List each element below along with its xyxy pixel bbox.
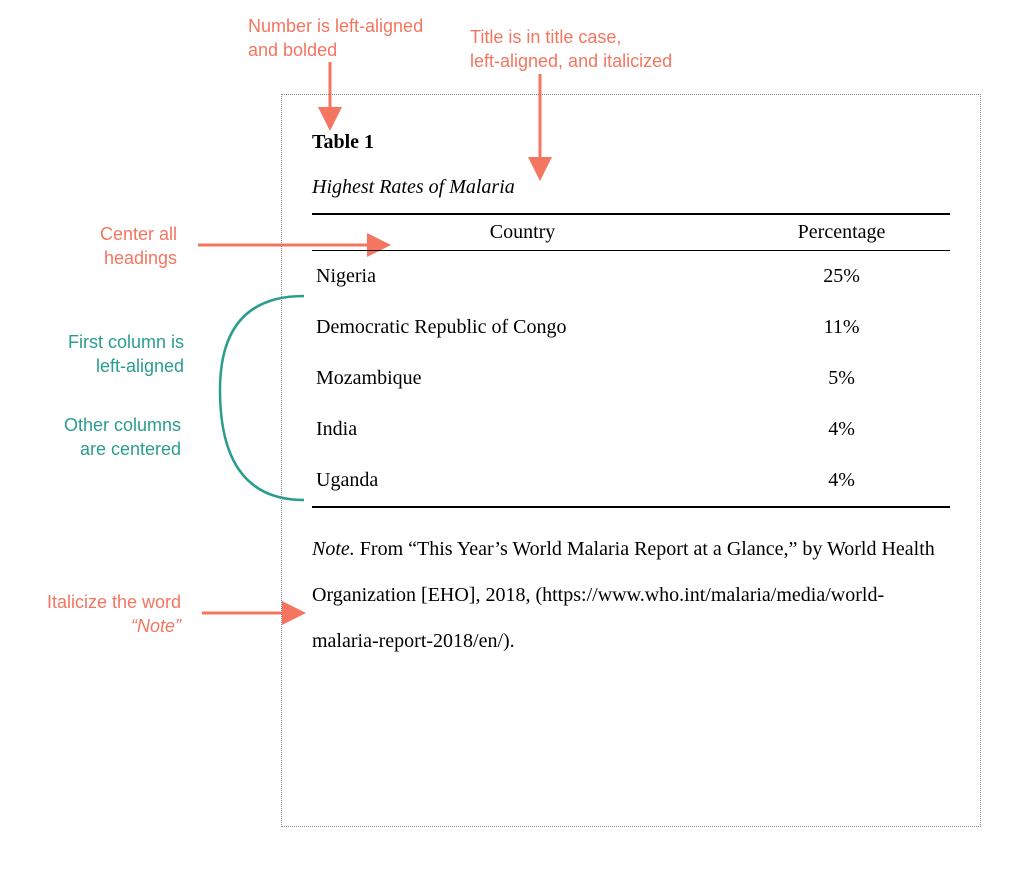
cell-percentage: 4% — [733, 455, 950, 506]
table-row: Nigeria 25% — [312, 251, 950, 302]
cell-percentage: 11% — [733, 302, 950, 353]
table-title: Highest Rates of Malaria — [312, 176, 950, 199]
table-row: Mozambique 5% — [312, 353, 950, 404]
cell-country: Uganda — [312, 455, 733, 506]
cell-percentage: 25% — [733, 251, 950, 302]
note-text: From “This Year’s World Malaria Report a… — [312, 538, 935, 652]
cell-country: Nigeria — [312, 251, 733, 302]
cell-country: Democratic Republic of Congo — [312, 302, 733, 353]
table-note: Note. From “This Year’s World Malaria Re… — [312, 526, 950, 664]
note-word: Note. — [312, 538, 355, 560]
table-row: Democratic Republic of Congo 11% — [312, 302, 950, 353]
cell-percentage: 4% — [733, 404, 950, 455]
data-table-body: Nigeria 25% Democratic Republic of Congo… — [312, 251, 950, 506]
table-container: Table 1 Highest Rates of Malaria Country… — [281, 94, 981, 827]
data-table: Country Percentage — [312, 215, 950, 250]
table-row: Uganda 4% — [312, 455, 950, 506]
col-header-percentage: Percentage — [733, 215, 950, 250]
table-bottom-rule — [312, 506, 950, 508]
cell-country: India — [312, 404, 733, 455]
col-header-country: Country — [312, 215, 733, 250]
cell-percentage: 5% — [733, 353, 950, 404]
table-header-row: Country Percentage — [312, 215, 950, 250]
table-row: India 4% — [312, 404, 950, 455]
table-number: Table 1 — [312, 131, 950, 154]
cell-country: Mozambique — [312, 353, 733, 404]
